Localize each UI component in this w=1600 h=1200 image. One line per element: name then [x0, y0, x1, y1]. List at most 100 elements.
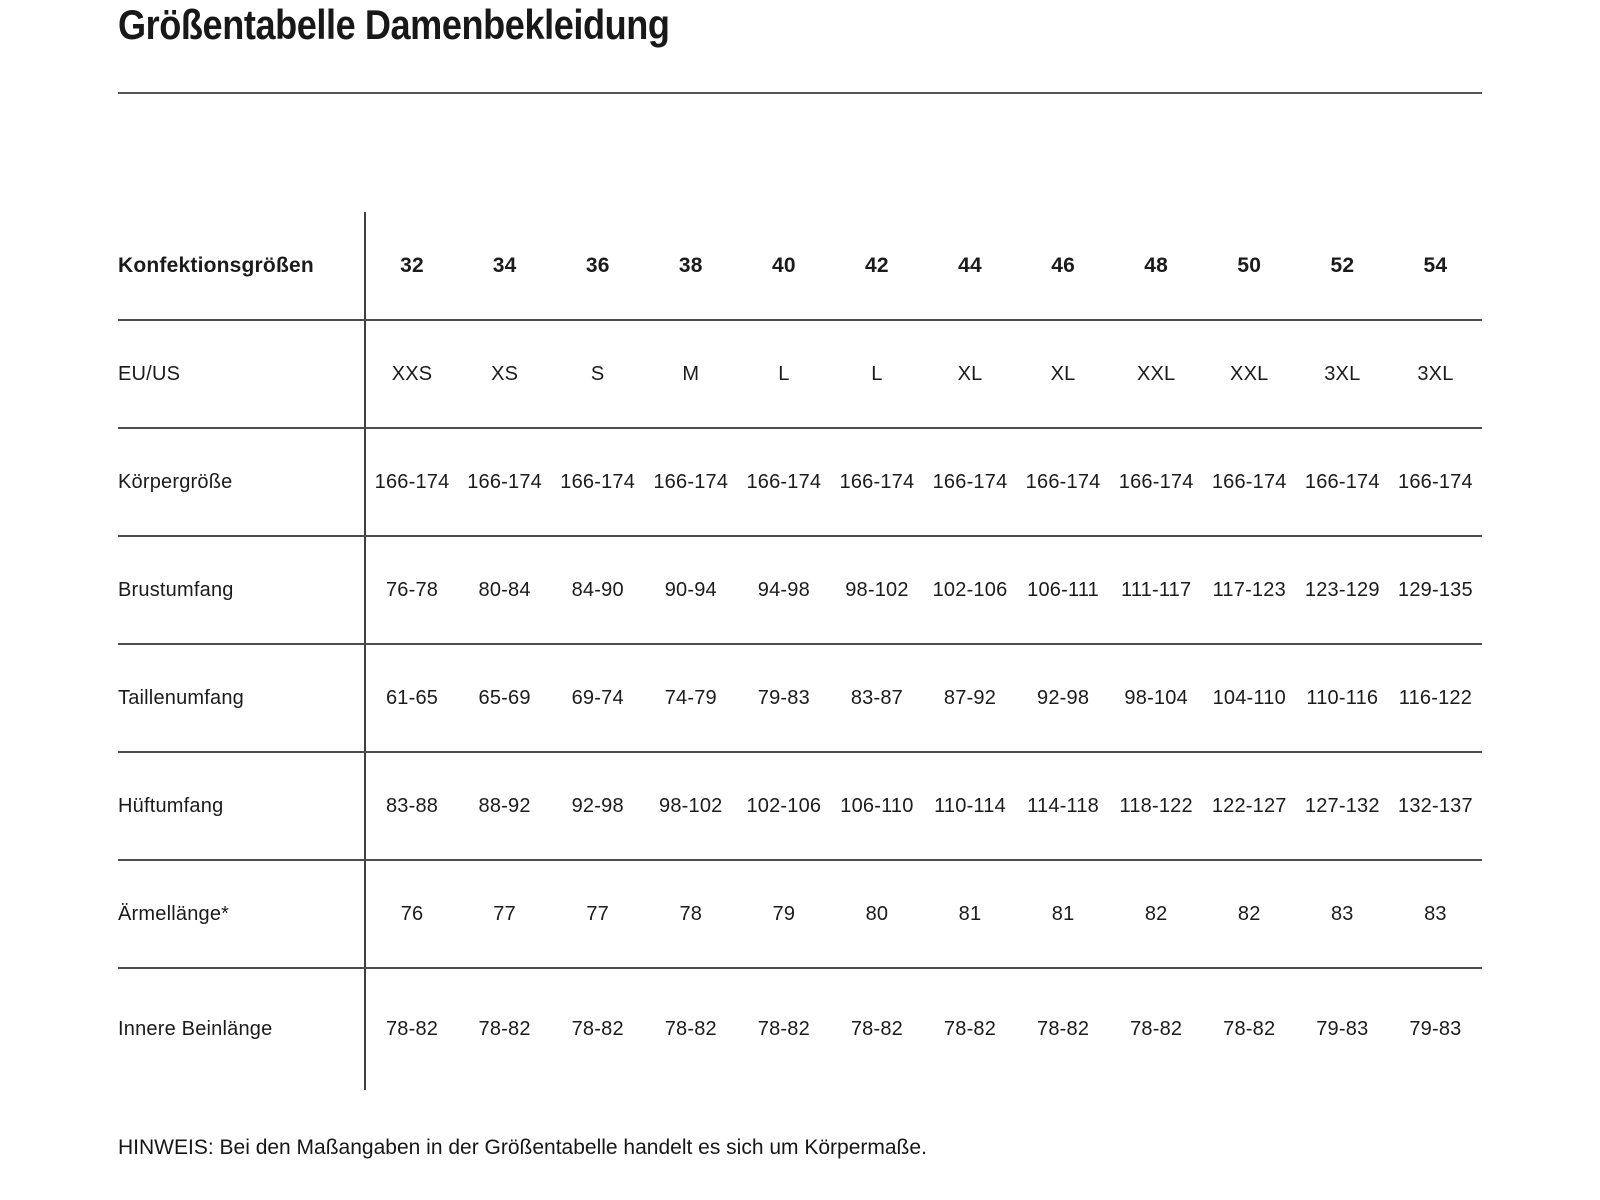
row-value: 78-82 — [1130, 1018, 1183, 1040]
row-label: Brustumfang — [118, 536, 366, 645]
row-value: 166-174 — [830, 428, 924, 537]
row-value: 166-174 — [1202, 428, 1296, 537]
row-value: 78-82 — [1037, 1018, 1090, 1040]
title-divider — [118, 92, 1482, 94]
row-value: 79-83 — [1316, 1018, 1369, 1040]
row-value: 77 — [551, 860, 645, 969]
row-value: XS — [458, 320, 552, 429]
row-value: 42 — [830, 212, 924, 321]
row-value: 117-123 — [1202, 536, 1296, 645]
page-title: Größentabelle Damenbekleidung — [118, 1, 670, 48]
row-value: 92-98 — [1016, 644, 1110, 753]
row-value: 79 — [737, 860, 831, 969]
size-table-body: Konfektionsgrößen 32 34 36 38 40 42 44 46 48 50 52 5… — [118, 212, 1482, 1090]
row-value: 83 — [1388, 860, 1482, 969]
footnote: HINWEIS: Bei den Maßangaben in der Größe… — [118, 1136, 927, 1159]
row-value: 3XL — [1295, 320, 1389, 429]
row-value: XXL — [1109, 320, 1203, 429]
row-value: 83 — [1295, 860, 1389, 969]
row-value: 166-174 — [1388, 428, 1482, 537]
row-value: 83-87 — [830, 644, 924, 753]
row-value: 52 — [1295, 212, 1389, 321]
row-value: 38 — [644, 212, 738, 321]
row-label: EU/US — [118, 320, 366, 429]
row-value: 118-122 — [1109, 752, 1203, 861]
row-value: 78-82 — [664, 1018, 717, 1040]
row-value: 132-137 — [1388, 752, 1482, 861]
row-value: 78-82 — [757, 1018, 810, 1040]
row-label: Konfektionsgrößen — [118, 212, 366, 321]
row-value: 102-106 — [737, 752, 831, 861]
row-value: 50 — [1202, 212, 1296, 321]
row-value: 106-110 — [830, 752, 924, 861]
row-value: 80-84 — [458, 536, 552, 645]
row-value: 65-69 — [458, 644, 552, 753]
row-value: 48 — [1109, 212, 1203, 321]
row-value: XL — [923, 320, 1017, 429]
row-value: 90-94 — [644, 536, 738, 645]
row-value: 69-74 — [551, 644, 645, 753]
row-value: 78-82 — [850, 1018, 903, 1040]
row-label: Hüftumfang — [118, 752, 366, 861]
row-value: 110-116 — [1295, 644, 1389, 753]
size-table: Konfektionsgrößen 32 34 36 38 40 42 44 46 48 50 52 5… — [118, 212, 1482, 1090]
row-value: 166-174 — [737, 428, 831, 537]
row-value: 81 — [923, 860, 1017, 969]
row-value: 78 — [644, 860, 738, 969]
row-value: 122-127 — [1202, 752, 1296, 861]
row-value: 166-174 — [1295, 428, 1389, 537]
row-value: 82 — [1109, 860, 1203, 969]
row-value: 114-118 — [1016, 752, 1110, 861]
table-row: Innere Beinlänge 78-82 78-82 78-82 78-82 78-8… — [118, 968, 1482, 1090]
row-value: L — [830, 320, 924, 429]
row-value: 116-122 — [1388, 644, 1482, 753]
table-row: Hüftumfang 83-88 88-92 92-98 98-102 102-106 10… — [118, 752, 1482, 861]
table-row: Körpergröße 166-174 166-174 166-174 166-174 1… — [118, 428, 1482, 537]
row-value: 76-78 — [365, 536, 459, 645]
row-value: 34 — [458, 212, 552, 321]
table-row: Ärmellänge* 76 77 77 78 79 80 81 81 82 82 83 83 — [118, 860, 1482, 969]
row-label: Ärmellänge* — [118, 860, 366, 969]
row-value: 111-117 — [1109, 536, 1203, 645]
row-value: 61-65 — [365, 644, 459, 753]
row-value: 78-82 — [478, 1018, 531, 1040]
row-value: 123-129 — [1295, 536, 1389, 645]
row-value: 166-174 — [1016, 428, 1110, 537]
row-value: 3XL — [1388, 320, 1482, 429]
row-value: 77 — [458, 860, 552, 969]
row-value: 80 — [830, 860, 924, 969]
row-value: 40 — [737, 212, 831, 321]
row-value: 127-132 — [1295, 752, 1389, 861]
row-value: 36 — [551, 212, 645, 321]
row-value: 129-135 — [1388, 536, 1482, 645]
table-row: Taillenumfang 61-65 65-69 69-74 74-79 79-83 83… — [118, 644, 1482, 753]
row-label: Körpergröße — [118, 428, 366, 537]
row-value: L — [737, 320, 831, 429]
row-value: 110-114 — [923, 752, 1017, 861]
row-value: 88-92 — [458, 752, 552, 861]
table-row: Konfektionsgrößen 32 34 36 38 40 42 44 46 48 50 52 5… — [118, 212, 1482, 321]
row-value: 98-104 — [1109, 644, 1203, 753]
row-value: XL — [1016, 320, 1110, 429]
row-value: 79-83 — [737, 644, 831, 753]
row-value: 94-98 — [737, 536, 831, 645]
row-value: 54 — [1388, 212, 1482, 321]
row-value: 78-82 — [1223, 1018, 1276, 1040]
row-value: 166-174 — [923, 428, 1017, 537]
row-value: 74-79 — [644, 644, 738, 753]
row-value: 166-174 — [644, 428, 738, 537]
row-value: 78-82 — [571, 1018, 624, 1040]
row-value: 83-88 — [365, 752, 459, 861]
row-value: 166-174 — [1109, 428, 1203, 537]
row-value: 81 — [1016, 860, 1110, 969]
row-value: 76 — [365, 860, 459, 969]
row-value: XXL — [1202, 320, 1296, 429]
row-value: M — [644, 320, 738, 429]
row-value: 87-92 — [923, 644, 1017, 753]
row-value: 166-174 — [458, 428, 552, 537]
row-value: 32 — [365, 212, 459, 321]
row-label: Taillenumfang — [118, 644, 366, 753]
row-value: 79-83 — [1409, 1018, 1462, 1040]
row-value: 98-102 — [830, 536, 924, 645]
row-value: S — [551, 320, 645, 429]
